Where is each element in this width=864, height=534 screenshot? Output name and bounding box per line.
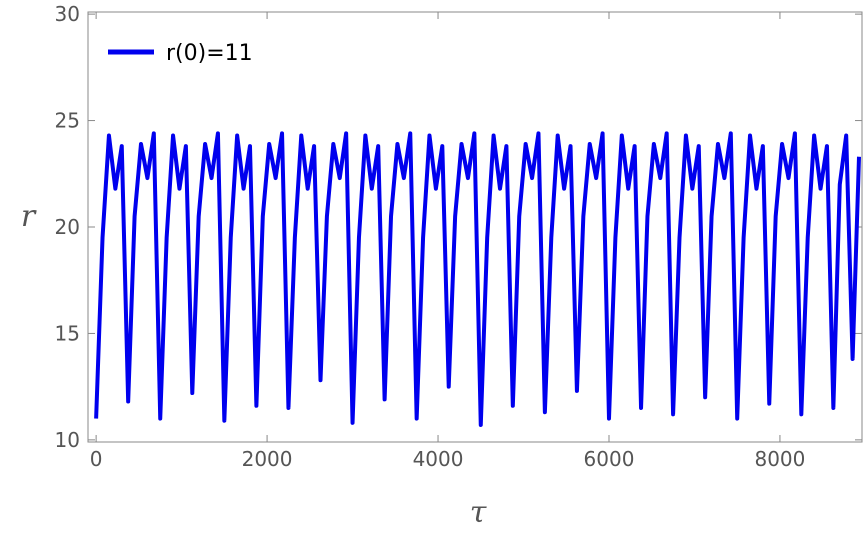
y-axis-label: r (21, 199, 37, 234)
y-tick-label: 20 (55, 215, 80, 239)
y-tick-label: 30 (55, 2, 80, 26)
y-tick-label: 10 (55, 428, 80, 452)
x-tick-label: 4000 (413, 447, 464, 471)
x-tick-label: 6000 (584, 447, 635, 471)
y-tick-label: 25 (55, 109, 80, 133)
x-axis-label: τ (470, 495, 487, 530)
legend-label: r(0)=11 (166, 41, 253, 66)
data-line (94, 131, 862, 427)
x-tick-label: 0 (90, 447, 103, 471)
x-tick-label: 2000 (242, 447, 293, 471)
x-tick-label: 8000 (754, 447, 805, 471)
y-tick-label: 15 (55, 321, 80, 345)
